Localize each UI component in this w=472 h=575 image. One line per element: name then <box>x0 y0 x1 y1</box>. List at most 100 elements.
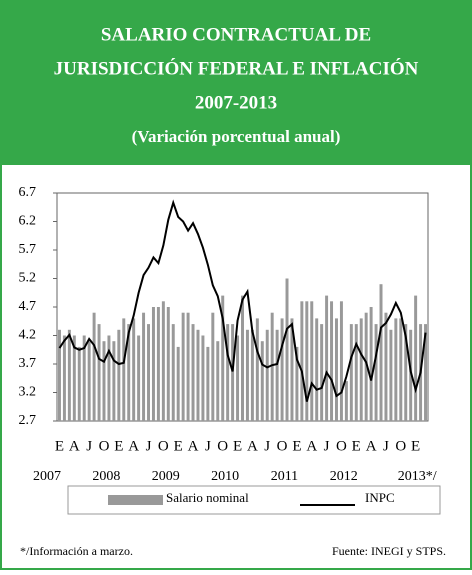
y-tick-label: 5.2 <box>19 271 37 286</box>
bar <box>127 324 131 421</box>
bar <box>310 301 314 421</box>
x-tick-label: E <box>233 438 242 454</box>
bar <box>379 284 383 421</box>
legend-swatch <box>108 495 163 505</box>
chart-title: SALARIO CONTRACTUAL DE <box>101 24 371 45</box>
bar <box>156 307 160 421</box>
legend-box <box>67 485 441 515</box>
x-tick-label: O <box>217 438 228 454</box>
y-tick-label: 4.7 <box>19 299 37 314</box>
bar <box>359 318 363 421</box>
bar <box>354 324 358 421</box>
bar <box>241 295 244 421</box>
x-tick-label: E <box>114 438 123 454</box>
bar <box>196 329 200 421</box>
bar <box>374 324 378 421</box>
bar <box>82 335 86 421</box>
x-tick-label: A <box>306 438 317 454</box>
year-label: 2007 <box>33 469 61 484</box>
bar <box>285 278 289 421</box>
bar <box>384 312 388 421</box>
bar <box>201 335 205 421</box>
bar <box>107 335 111 421</box>
x-tick-label: E <box>292 438 301 454</box>
bar <box>255 318 259 421</box>
bar <box>404 324 408 421</box>
year-label: 2008 <box>92 469 120 484</box>
bar <box>409 329 413 421</box>
x-tick-label: J <box>205 438 211 454</box>
chart-title: JURISDICCIÓN FEDERAL E INFLACIÓN <box>54 57 419 79</box>
x-tick-label: J <box>264 438 270 454</box>
bar <box>171 324 175 421</box>
x-tick-label: A <box>69 438 80 454</box>
bar <box>424 324 428 421</box>
source: Fuente: INEGI y STPS. <box>332 544 446 558</box>
year-label: 2011 <box>271 469 298 484</box>
line <box>58 199 427 402</box>
bar <box>161 301 165 421</box>
bar <box>265 329 269 421</box>
bar <box>250 329 254 421</box>
bar <box>117 329 121 421</box>
bar <box>335 318 338 421</box>
bar <box>280 318 284 421</box>
year-label: 2010 <box>211 469 239 484</box>
bar <box>122 318 126 421</box>
bar <box>147 324 150 421</box>
bar <box>260 341 264 421</box>
bar <box>315 318 319 421</box>
x-tick-label: E <box>55 438 64 454</box>
y-tick-label: 3.7 <box>19 356 37 371</box>
year-label: 2012 <box>330 469 358 484</box>
bar <box>62 335 66 421</box>
x-tick-label: A <box>366 438 377 454</box>
bar <box>151 307 155 421</box>
bar <box>87 341 91 421</box>
bar <box>330 301 334 421</box>
bar <box>137 335 141 421</box>
bar <box>305 301 309 421</box>
bar <box>176 346 180 421</box>
bar <box>270 312 274 421</box>
bar <box>364 312 368 421</box>
year-label: 2009 <box>152 469 180 484</box>
bar <box>221 295 225 421</box>
x-tick-label: J <box>86 438 92 454</box>
bar <box>300 301 304 421</box>
legend-label: Salario nominal <box>166 490 249 505</box>
year-label: 2013*/ <box>398 469 437 484</box>
y-tick-label: 6.2 <box>19 214 37 229</box>
bar <box>97 324 101 421</box>
bar <box>389 329 393 421</box>
bar <box>245 329 249 421</box>
bar <box>236 335 240 421</box>
header <box>0 0 472 165</box>
bar <box>349 324 353 421</box>
bar <box>72 335 76 421</box>
bar <box>369 307 373 421</box>
x-tick-label: O <box>395 438 406 454</box>
bar <box>290 318 294 421</box>
note: */Información a marzo. <box>20 544 133 558</box>
y-tick-label: 2.7 <box>19 413 37 428</box>
y-tick-label: 6.7 <box>19 185 37 200</box>
bar <box>325 295 329 421</box>
bar <box>295 346 299 421</box>
bar <box>394 318 398 421</box>
x-tick-label: E <box>411 438 420 454</box>
x-tick-label: O <box>99 438 110 454</box>
bar <box>399 318 403 421</box>
bar <box>102 341 106 421</box>
bar <box>57 329 61 421</box>
bar <box>67 329 71 421</box>
bar <box>211 312 215 421</box>
x-tick-label: A <box>128 438 139 454</box>
bar <box>275 329 279 421</box>
bar <box>339 301 343 421</box>
bar <box>216 341 220 421</box>
bar <box>231 324 235 421</box>
y-tick-label: 3.2 <box>19 385 37 400</box>
